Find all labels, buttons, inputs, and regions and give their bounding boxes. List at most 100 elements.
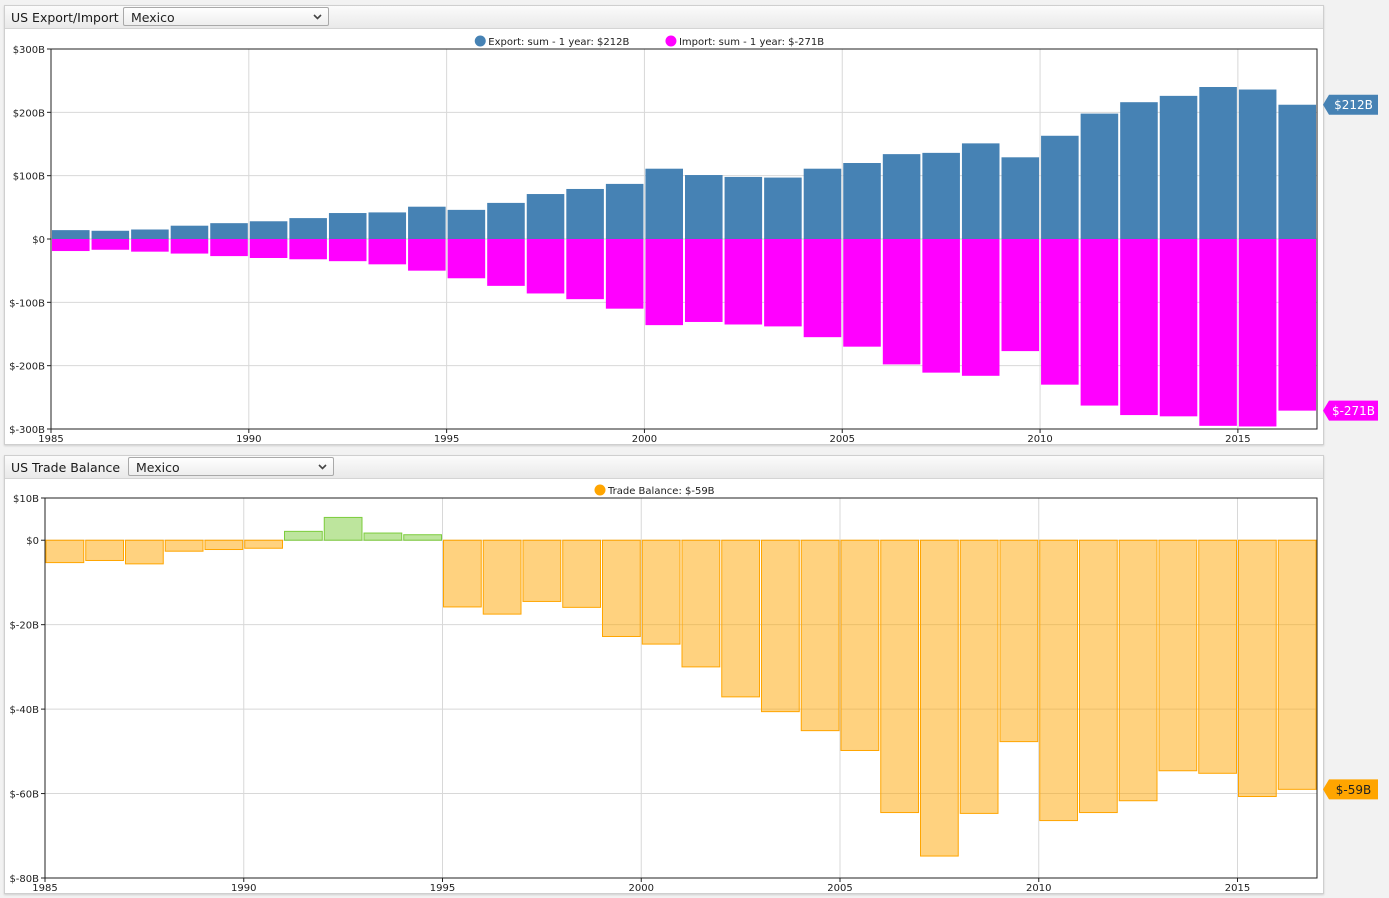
bar-2012[interactable] [1120, 102, 1158, 239]
bar-1991[interactable] [289, 239, 327, 260]
bar-1990[interactable] [244, 539, 283, 549]
bar-2001[interactable] [681, 539, 721, 668]
bar-1989[interactable] [204, 539, 244, 551]
bar-2002[interactable] [724, 239, 763, 325]
bar-1987[interactable] [131, 229, 169, 240]
bar-1988[interactable] [170, 239, 209, 254]
bar-2015[interactable] [1238, 239, 1277, 427]
bar-2013[interactable] [1159, 95, 1198, 239]
bar-1993[interactable] [363, 532, 403, 541]
legend-item[interactable]: Export: sum - 1 year: $212B [474, 35, 630, 49]
bar-2003[interactable] [761, 539, 800, 713]
bar-2010[interactable] [1041, 239, 1079, 385]
bar-1994[interactable] [408, 239, 446, 271]
bar-2004[interactable] [803, 168, 842, 239]
bar-2003[interactable] [764, 239, 802, 327]
bar-2015[interactable] [1238, 89, 1277, 240]
bar-1997[interactable] [526, 194, 565, 239]
bar-2012[interactable] [1120, 239, 1158, 416]
bar-1991[interactable] [284, 530, 323, 541]
bar-1996[interactable] [482, 539, 522, 615]
bar-2012[interactable] [1118, 539, 1158, 802]
bar-1999[interactable] [602, 539, 641, 637]
legend-item[interactable]: Trade Balance: $-59B [594, 484, 715, 498]
bar-1987[interactable] [125, 539, 164, 565]
bar-2016[interactable] [1277, 539, 1317, 790]
bar-1985[interactable] [45, 539, 85, 564]
bar-2002[interactable] [721, 539, 760, 698]
bar-1995[interactable] [447, 239, 486, 279]
bar-2007[interactable] [922, 239, 960, 373]
bar-2011[interactable] [1080, 239, 1119, 406]
bar-2016[interactable] [1278, 239, 1316, 411]
bar-2014[interactable] [1198, 539, 1237, 774]
bar-1994[interactable] [408, 206, 446, 239]
bar-1985[interactable] [52, 239, 90, 252]
bar-1998[interactable] [566, 188, 604, 239]
bar-2006[interactable] [882, 154, 921, 239]
bar-2008[interactable] [959, 539, 999, 814]
bar-1986[interactable] [91, 239, 130, 250]
bar-1995[interactable] [447, 209, 486, 239]
bar-2005[interactable] [840, 539, 880, 751]
bar-2015[interactable] [1238, 539, 1277, 798]
bar-1993[interactable] [368, 239, 407, 265]
bar-2013[interactable] [1159, 239, 1198, 417]
bar-2009[interactable] [1001, 239, 1040, 352]
bar-1987[interactable] [131, 239, 169, 252]
bar-2009[interactable] [999, 539, 1039, 743]
bar-1999[interactable] [605, 239, 644, 309]
bar-2008[interactable] [961, 143, 1000, 239]
bar-2006[interactable] [882, 239, 921, 365]
bar-1996[interactable] [487, 202, 525, 239]
bar-2006[interactable] [880, 539, 919, 814]
bar-2008[interactable] [961, 239, 1000, 376]
bar-1986[interactable] [85, 539, 124, 561]
bar-2014[interactable] [1199, 239, 1237, 426]
bar-2009[interactable] [1001, 157, 1040, 239]
bar-2014[interactable] [1199, 87, 1237, 239]
bar-2010[interactable] [1039, 539, 1078, 822]
bar-1986[interactable] [91, 230, 130, 239]
bar-2005[interactable] [843, 239, 881, 347]
bar-1995[interactable] [443, 539, 482, 608]
bar-2013[interactable] [1158, 539, 1198, 772]
bar-1988[interactable] [170, 225, 209, 239]
bar-2005[interactable] [843, 163, 881, 239]
bar-1990[interactable] [249, 221, 288, 239]
bar-1996[interactable] [487, 239, 525, 286]
bar-1992[interactable] [328, 239, 367, 262]
bar-1994[interactable] [403, 534, 442, 541]
bar-2002[interactable] [724, 176, 763, 239]
bar-1992[interactable] [323, 516, 363, 541]
legend-item[interactable]: Import: sum - 1 year: $-271B [665, 35, 824, 49]
bar-1999[interactable] [605, 183, 644, 239]
bar-1997[interactable] [522, 539, 562, 602]
bar-2000[interactable] [645, 239, 683, 326]
bar-2003[interactable] [764, 177, 802, 239]
bar-2001[interactable] [685, 239, 723, 322]
bar-2007[interactable] [920, 539, 959, 857]
bar-1990[interactable] [249, 239, 288, 258]
bar-1993[interactable] [368, 212, 407, 239]
bar-1992[interactable] [328, 213, 367, 239]
bar-2011[interactable] [1079, 539, 1118, 814]
bar-2016[interactable] [1278, 104, 1316, 239]
bar-1998[interactable] [566, 239, 604, 300]
bar-1989[interactable] [210, 239, 248, 257]
bar-2010[interactable] [1041, 135, 1079, 239]
bar-2007[interactable] [922, 152, 960, 239]
country-select[interactable]: Mexico [128, 457, 334, 476]
bar-1985[interactable] [52, 230, 90, 239]
bar-2011[interactable] [1080, 113, 1119, 239]
bar-1991[interactable] [289, 218, 327, 239]
bar-1997[interactable] [526, 239, 565, 294]
bar-2000[interactable] [645, 168, 683, 239]
bar-1998[interactable] [562, 539, 601, 608]
bar-2004[interactable] [800, 539, 840, 732]
bar-1989[interactable] [210, 223, 248, 239]
bar-2001[interactable] [685, 175, 723, 239]
country-select[interactable]: Mexico [123, 7, 329, 26]
bar-1988[interactable] [164, 539, 204, 552]
bar-2000[interactable] [641, 539, 681, 645]
